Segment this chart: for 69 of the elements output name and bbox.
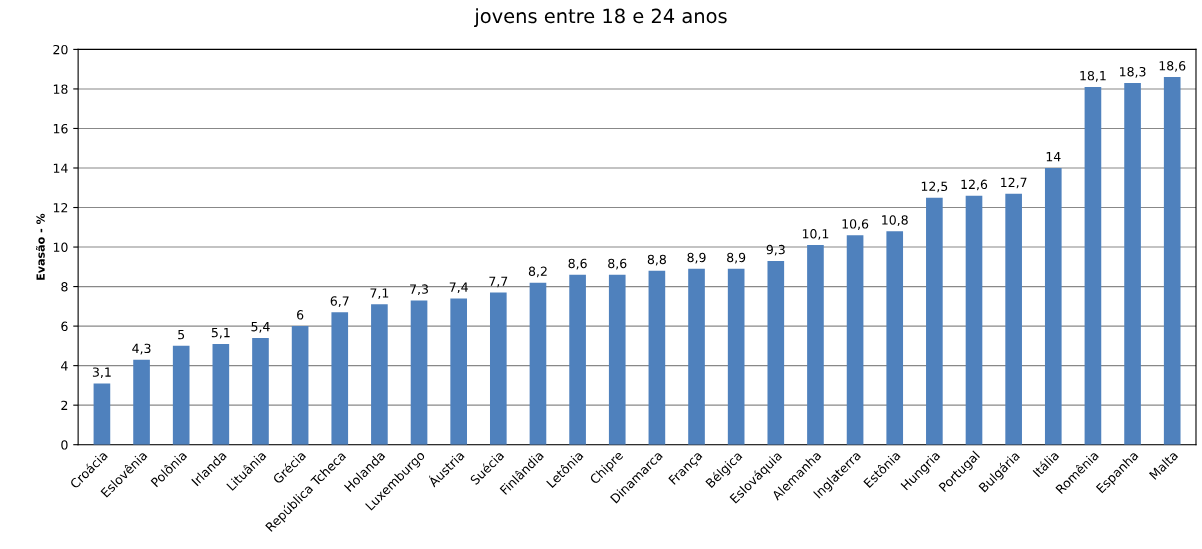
data-label: 10,6 <box>842 219 869 230</box>
bar <box>252 337 269 445</box>
bar <box>489 292 507 445</box>
bar <box>93 383 111 445</box>
bar <box>331 312 349 445</box>
y-axis-title: Evasão - % <box>35 213 45 280</box>
bar <box>846 235 864 445</box>
data-label: 7,3 <box>410 284 428 296</box>
data-label: 8,8 <box>647 254 666 266</box>
bar <box>608 274 626 445</box>
data-label: 8,6 <box>608 258 627 270</box>
y-tick-label: 4 <box>61 361 68 371</box>
data-label: 14 <box>1046 152 1061 162</box>
bar <box>450 298 467 445</box>
data-label: 5,4 <box>251 322 270 333</box>
data-label: 18,1 <box>1080 70 1106 82</box>
y-tick-label: 10 <box>53 242 68 252</box>
data-label: 18,6 <box>1159 61 1186 72</box>
data-label: 10,1 <box>802 229 829 240</box>
bar <box>1044 167 1062 445</box>
y-tick-label: 0 <box>61 440 68 450</box>
bar <box>688 268 705 445</box>
data-label: 6,7 <box>330 296 349 307</box>
data-label: 7,7 <box>489 276 508 288</box>
data-label: 18,3 <box>1120 66 1146 78</box>
data-label: 5 <box>178 329 185 340</box>
bar <box>172 345 190 445</box>
bar <box>727 268 745 445</box>
bar <box>1163 77 1181 445</box>
data-label: 5,1 <box>211 328 230 339</box>
data-label: 8,9 <box>687 252 706 264</box>
bar <box>291 326 309 445</box>
bar <box>965 195 983 445</box>
bar <box>767 260 785 445</box>
bar <box>807 245 824 445</box>
data-label: 12,7 <box>1001 177 1027 189</box>
data-label: 8,6 <box>568 258 587 270</box>
bar <box>886 231 904 445</box>
data-label: 9,3 <box>766 244 785 256</box>
data-label: 3,1 <box>92 367 111 379</box>
bar <box>529 282 547 445</box>
data-label: 8,9 <box>727 252 746 264</box>
data-label: 8,2 <box>528 266 547 278</box>
data-label: 7,1 <box>370 288 389 300</box>
y-tick-label: 16 <box>53 123 68 134</box>
data-label: 6 <box>297 310 304 320</box>
data-label: 10,8 <box>882 215 908 226</box>
data-label: 4,3 <box>132 343 151 355</box>
bar <box>569 274 586 445</box>
y-tick-label: 12 <box>53 202 68 213</box>
bar <box>1084 86 1102 445</box>
bar <box>371 304 388 445</box>
bar <box>648 270 666 445</box>
y-tick-label: 20 <box>53 44 68 55</box>
y-tick-label: 6 <box>61 321 68 332</box>
bar <box>212 343 230 445</box>
data-label: 12,5 <box>921 181 948 193</box>
bar <box>133 359 150 445</box>
y-tick-label: 2 <box>61 400 68 410</box>
bar <box>1005 193 1022 445</box>
chart-title: jovens entre 18 e 24 anos <box>474 8 727 28</box>
data-label: 7,4 <box>449 282 468 294</box>
bar <box>926 197 943 445</box>
bar <box>1124 83 1141 445</box>
y-tick-label: 18 <box>53 84 68 94</box>
y-tick-label: 8 <box>61 282 68 292</box>
data-label: 12,6 <box>961 179 988 191</box>
y-tick-label: 14 <box>53 163 68 173</box>
bar <box>410 300 428 445</box>
